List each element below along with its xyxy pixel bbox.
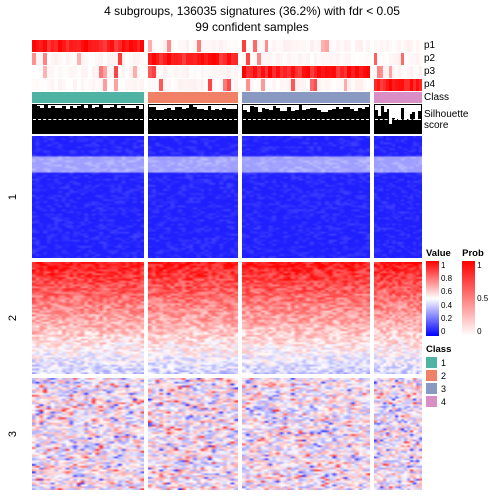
- heatmap-row-2: 2: [32, 262, 422, 374]
- heatmap-row-1: 1: [32, 136, 422, 258]
- class-swatch: [426, 370, 437, 381]
- heatmap-cell: [242, 136, 370, 258]
- track-label-p4: p4: [424, 79, 435, 90]
- heatmap-cell: [374, 262, 422, 374]
- row-group-label-2: 2: [7, 315, 19, 321]
- heatmap-cell: [148, 378, 238, 490]
- class-legend-items: 1234: [426, 357, 500, 407]
- track-label-p1: p1: [424, 40, 435, 51]
- title-line-1: 4 subgroups, 136035 signatures (36.2%) w…: [0, 4, 504, 20]
- heatmap-cell: [374, 136, 422, 258]
- heatmap-panels: 123: [32, 136, 422, 490]
- legend-class-title: Class: [426, 344, 500, 355]
- heatmap-cell: [32, 378, 144, 490]
- plot-area: p1p2p3p4ClassSilhouettescore 123: [32, 40, 422, 498]
- track-p2: [32, 53, 422, 65]
- track-class: [32, 92, 422, 103]
- silhouette-label: Silhouettescore: [424, 109, 468, 131]
- legend-prob-title: Prob: [462, 248, 488, 259]
- heatmap-cell: [32, 262, 144, 374]
- prob-colorbar: [462, 261, 475, 336]
- heatmap-cell: [374, 378, 422, 490]
- row-group-label-1: 1: [7, 194, 19, 200]
- value-colorbar: [426, 261, 439, 336]
- track-label-p3: p3: [424, 66, 435, 77]
- track-p4: [32, 79, 422, 91]
- heatmap-cell: [242, 378, 370, 490]
- prob-colorbar-ticks: 10.50: [477, 261, 488, 336]
- track-label-p2: p2: [424, 53, 435, 64]
- legends: Value 10.80.60.40.20 Prob 10.50 Class 12…: [426, 248, 500, 415]
- class-swatch: [426, 357, 437, 368]
- legend-value-title: Value: [426, 248, 452, 259]
- track-label-class: Class: [424, 92, 449, 103]
- track-p3: [32, 66, 422, 78]
- track-p1: [32, 40, 422, 52]
- title-line-2: 99 confident samples: [0, 20, 504, 36]
- heatmap-cell: [242, 262, 370, 374]
- class-swatch: [426, 383, 437, 394]
- heatmap-row-3: 3: [32, 378, 422, 490]
- heatmap-cell: [148, 136, 238, 258]
- heatmap-cell: [32, 136, 144, 258]
- heatmap-cell: [148, 262, 238, 374]
- class-swatch: [426, 396, 437, 407]
- value-colorbar-ticks: 10.80.60.40.20: [441, 261, 452, 336]
- annotation-tracks: p1p2p3p4ClassSilhouettescore: [32, 40, 422, 134]
- row-group-label-3: 3: [7, 431, 19, 437]
- silhouette-track: [32, 104, 422, 134]
